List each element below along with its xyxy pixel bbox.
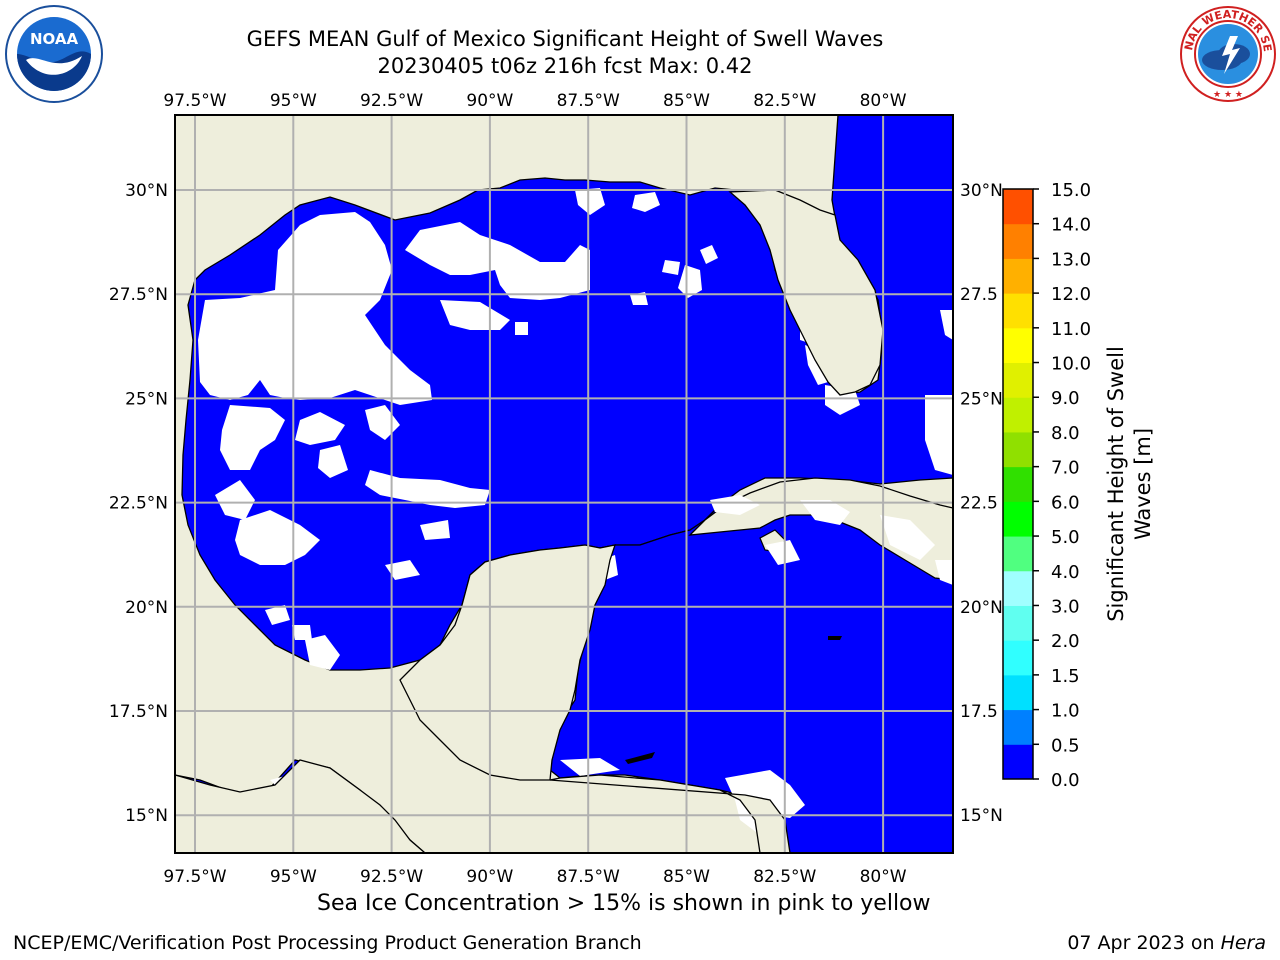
map-title: GEFS MEAN Gulf of Mexico Significant Hei… bbox=[246, 27, 884, 51]
honduras-landmass bbox=[175, 759, 791, 853]
lat-tick-right: 30°N bbox=[960, 181, 1003, 201]
lon-tick-bottom: 95°W bbox=[270, 867, 317, 887]
colorbar-segment bbox=[1003, 744, 1033, 780]
colorbar-segment bbox=[1003, 293, 1033, 329]
footer-date-text: 07 Apr 2023 on bbox=[1067, 932, 1215, 954]
colorbar-segment bbox=[1003, 536, 1033, 572]
lat-tick-left: 15°N bbox=[125, 806, 168, 826]
lat-tick-right: 15°N bbox=[960, 806, 1003, 826]
colorbar-segment bbox=[1003, 570, 1033, 606]
lon-tick-top: 92.5°W bbox=[360, 91, 423, 111]
colorbar-segment bbox=[1003, 431, 1033, 468]
lon-tick-bottom: 87.5°W bbox=[557, 867, 620, 887]
colorbar-segment bbox=[1003, 258, 1033, 294]
colorbar-tick-label: 7.0 bbox=[1051, 458, 1080, 479]
lon-tick-top: 85°W bbox=[663, 91, 710, 111]
colorbar-tick-label: 1.5 bbox=[1051, 666, 1080, 687]
calm-regions bbox=[175, 188, 953, 835]
lon-tick-top: 95°W bbox=[270, 91, 317, 111]
lon-tick-bottom: 90°W bbox=[466, 867, 513, 887]
lon-tick-top: 90°W bbox=[466, 91, 513, 111]
lon-tick-bottom: 82.5°W bbox=[753, 867, 816, 887]
colorbar-segment bbox=[1003, 362, 1033, 398]
lat-tick-left: 30°N bbox=[125, 181, 168, 201]
lon-tick-bottom: 92.5°W bbox=[360, 867, 423, 887]
lon-tick-top: 80°W bbox=[860, 91, 907, 111]
map-area bbox=[175, 115, 953, 853]
colorbar-segment bbox=[1003, 674, 1033, 711]
lat-tick-right: 22.5 bbox=[960, 494, 998, 514]
footer-date: 07 Apr 2023 on Hera bbox=[1067, 932, 1266, 954]
cayman-island bbox=[828, 636, 842, 640]
nws-logo-icon: NATIONAL WEATHER SERVICE ★ ★ ★ bbox=[1173, 0, 1278, 104]
colorbar-segment bbox=[1003, 605, 1033, 641]
lon-tick-bottom: 80°W bbox=[860, 867, 907, 887]
colorbar-tick-label: 8.0 bbox=[1051, 423, 1080, 444]
sea-ice-note: Sea Ice Concentration > 15% is shown in … bbox=[317, 891, 931, 916]
colorbar-tick-label: 11.0 bbox=[1051, 319, 1091, 340]
colorbar-tick-label: 12.0 bbox=[1051, 284, 1091, 305]
lat-tick-left: 25°N bbox=[125, 389, 168, 409]
colorbar-tick-label: 1.0 bbox=[1051, 701, 1080, 722]
colorbar-tick-label: 9.0 bbox=[1051, 388, 1080, 409]
colorbar-segment bbox=[1003, 223, 1033, 259]
noaa-logo-text: NOAA bbox=[30, 30, 79, 48]
colorbar-tick-label: 0.0 bbox=[1051, 770, 1080, 791]
map-subtitle: 20230405 t06z 216h fcst Max: 0.42 bbox=[377, 54, 753, 78]
lon-tick-top: 82.5°W bbox=[753, 91, 816, 111]
colorbar-tick-label: 13.0 bbox=[1051, 249, 1091, 270]
footer-host: Hera bbox=[1220, 932, 1266, 954]
colorbar: 0.0 0.5 1.0 1.5 2.0 3.0 4.0 5.0 6.0 7.0 8.0 9.0 10.0… bbox=[1003, 180, 1091, 791]
lon-tick-top: 97.5°W bbox=[163, 91, 226, 111]
lon-tick-bottom: 97.5°W bbox=[163, 867, 226, 887]
map-frame bbox=[174, 114, 954, 854]
lat-tick-right: 27.5 bbox=[960, 285, 998, 305]
lat-tick-right: 20°N bbox=[960, 598, 1003, 618]
yucatan-landmass bbox=[399, 544, 616, 781]
colorbar-tick-label: 15.0 bbox=[1051, 180, 1091, 201]
colorbar-tick-label: 10.0 bbox=[1051, 354, 1091, 375]
colorbar-tick-label: 14.0 bbox=[1051, 215, 1091, 236]
lat-tick-left: 27.5°N bbox=[109, 285, 168, 305]
colorbar-segment bbox=[1003, 397, 1033, 433]
colorbar-segment bbox=[1003, 327, 1033, 364]
colorbar-tick-label: 6.0 bbox=[1051, 492, 1080, 513]
colorbar-segment bbox=[1003, 501, 1033, 537]
colorbar-segment bbox=[1003, 640, 1033, 676]
colorbar-tick-label: 0.5 bbox=[1051, 735, 1080, 756]
lon-tick-bottom: 85°W bbox=[663, 867, 710, 887]
colorbar-label-line2: Waves [m] bbox=[1131, 428, 1155, 540]
colorbar-segment bbox=[1003, 189, 1033, 225]
colorbar-frame bbox=[1002, 188, 1034, 780]
colorbar-segment bbox=[1003, 466, 1033, 502]
bay-island bbox=[625, 752, 655, 764]
colorbar-segment bbox=[1003, 709, 1033, 745]
lat-tick-left: 17.5°N bbox=[109, 702, 168, 722]
colorbar-tick-label: 3.0 bbox=[1051, 596, 1080, 617]
colorbar-tick-label: 2.0 bbox=[1051, 631, 1080, 652]
florida-landmass bbox=[728, 189, 884, 396]
colorbar-tick-label: 4.0 bbox=[1051, 562, 1080, 583]
footer-branch: NCEP/EMC/Verification Post Processing Pr… bbox=[13, 932, 642, 954]
colorbar-tick-label: 5.0 bbox=[1051, 527, 1080, 548]
colorbar-label-line1: Significant Height of Swell bbox=[1104, 346, 1128, 622]
svg-text:★ ★ ★: ★ ★ ★ bbox=[1213, 90, 1243, 100]
noaa-logo-icon: NOAA bbox=[4, 4, 104, 104]
lat-tick-left: 22.5°N bbox=[109, 494, 168, 514]
lat-tick-right: 25°N bbox=[960, 389, 1003, 409]
graticule bbox=[175, 115, 953, 853]
lon-tick-top: 87.5°W bbox=[557, 91, 620, 111]
lat-tick-right: 17.5 bbox=[960, 702, 998, 722]
lat-tick-left: 20°N bbox=[125, 598, 168, 618]
